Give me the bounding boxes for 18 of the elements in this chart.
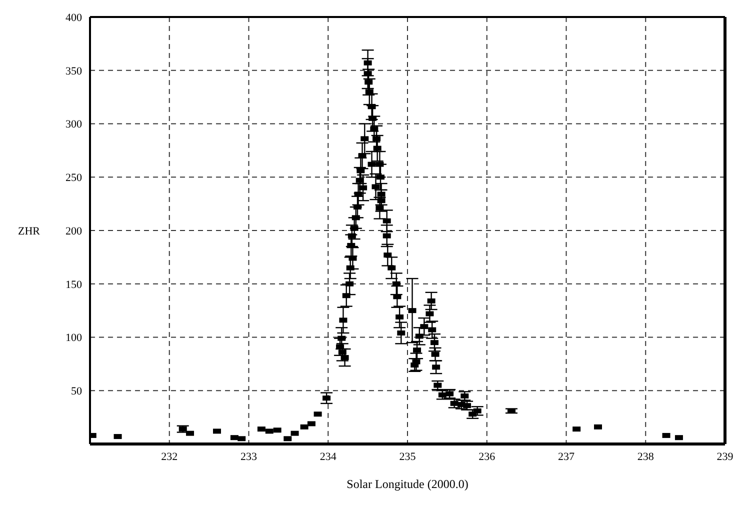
y-tick-label: 350 bbox=[66, 65, 82, 78]
y-axis-title: ZHR bbox=[18, 225, 41, 238]
x-axis-title: Solar Longitude (2000.0) bbox=[346, 477, 468, 491]
x-tick-label: 233 bbox=[240, 450, 258, 463]
y-tick-label: 200 bbox=[66, 225, 82, 238]
x-tick-label: 238 bbox=[637, 450, 654, 463]
x-tick-label: 235 bbox=[399, 450, 416, 463]
x-tick-label: 232 bbox=[161, 450, 178, 463]
y-tick-label: 300 bbox=[66, 118, 82, 131]
y-tick-label: 400 bbox=[66, 12, 82, 24]
x-tick-label: 239 bbox=[716, 450, 734, 463]
y-tick-label: 250 bbox=[66, 172, 82, 184]
x-tick-label: 236 bbox=[478, 450, 496, 463]
y-tick-label: 100 bbox=[66, 332, 82, 344]
x-tick-label: 237 bbox=[558, 450, 575, 463]
y-tick-label: 50 bbox=[71, 386, 82, 398]
x-tick-label: 234 bbox=[320, 450, 337, 463]
y-tick-label: 150 bbox=[66, 278, 82, 291]
